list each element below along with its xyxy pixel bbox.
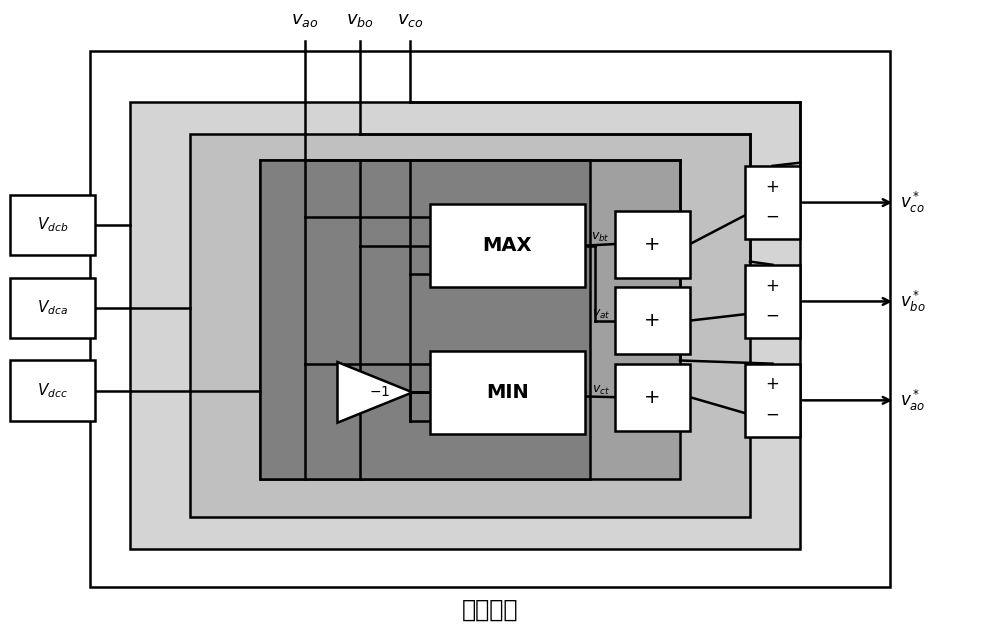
Text: +: + xyxy=(644,388,661,406)
Text: $v_{bo}$: $v_{bo}$ xyxy=(346,11,374,29)
FancyBboxPatch shape xyxy=(745,166,800,239)
Polygon shape xyxy=(338,362,413,422)
Text: $v_{bt}$: $v_{bt}$ xyxy=(591,231,610,244)
Text: +: + xyxy=(766,375,779,394)
Text: +: + xyxy=(766,177,779,196)
FancyBboxPatch shape xyxy=(90,51,890,587)
FancyBboxPatch shape xyxy=(430,351,585,434)
Text: $V_{dca}$: $V_{dca}$ xyxy=(37,299,68,317)
Text: +: + xyxy=(644,235,661,253)
Text: 箱位策略: 箱位策略 xyxy=(462,597,518,621)
Text: $v^*_{bo}$: $v^*_{bo}$ xyxy=(900,289,926,314)
FancyBboxPatch shape xyxy=(745,265,800,338)
Text: +: + xyxy=(766,276,779,295)
Text: $v^*_{co}$: $v^*_{co}$ xyxy=(900,190,925,215)
FancyBboxPatch shape xyxy=(10,360,95,421)
Text: −: − xyxy=(766,306,779,325)
Text: $V_{dcc}$: $V_{dcc}$ xyxy=(37,382,68,400)
Text: +: + xyxy=(644,311,661,330)
Text: −: − xyxy=(766,207,779,226)
FancyBboxPatch shape xyxy=(430,204,585,287)
Text: $V_{dcb}$: $V_{dcb}$ xyxy=(37,216,68,234)
Text: MIN: MIN xyxy=(486,383,529,402)
FancyBboxPatch shape xyxy=(615,364,690,431)
FancyBboxPatch shape xyxy=(615,211,690,278)
Text: MAX: MAX xyxy=(483,236,532,255)
FancyBboxPatch shape xyxy=(190,134,750,517)
FancyBboxPatch shape xyxy=(130,102,800,549)
Text: −: − xyxy=(766,405,779,424)
Text: $v_{ct}$: $v_{ct}$ xyxy=(592,384,610,397)
FancyBboxPatch shape xyxy=(260,160,590,478)
Text: $v_{ao}$: $v_{ao}$ xyxy=(291,11,319,29)
Text: $v_{co}$: $v_{co}$ xyxy=(397,11,423,29)
Text: $v_{at}$: $v_{at}$ xyxy=(592,308,610,321)
FancyBboxPatch shape xyxy=(10,278,95,338)
Text: $-1$: $-1$ xyxy=(369,385,391,399)
FancyBboxPatch shape xyxy=(745,364,800,437)
FancyBboxPatch shape xyxy=(260,160,680,478)
FancyBboxPatch shape xyxy=(10,195,95,255)
Text: $v^*_{ao}$: $v^*_{ao}$ xyxy=(900,388,926,413)
FancyBboxPatch shape xyxy=(615,287,690,354)
